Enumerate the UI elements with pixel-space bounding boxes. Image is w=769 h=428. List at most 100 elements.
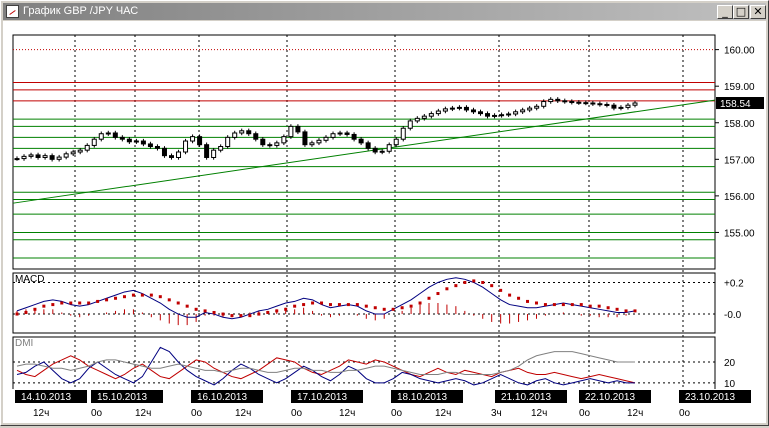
hour-label-10: 12ч — [531, 408, 547, 419]
macd-signal-point-30 — [284, 307, 288, 311]
macd-signal-point-4 — [51, 303, 55, 307]
dmi-tick-label-0: 20 — [724, 358, 736, 369]
candle-body-85 — [611, 104, 617, 109]
candle-body-68 — [492, 114, 498, 117]
candle-body-76 — [548, 98, 554, 103]
chart-app-icon — [6, 5, 19, 18]
hour-label-8: 12ч — [435, 408, 451, 419]
candle-body-78 — [562, 100, 568, 103]
macd-signal-point-51 — [472, 279, 476, 283]
adx-line — [16, 351, 635, 375]
candle-body-38 — [281, 136, 287, 144]
macd-signal-point-47 — [436, 292, 440, 296]
macd-signal-point-55 — [508, 293, 512, 297]
price-tick-label-2: 158.00 — [724, 119, 755, 130]
candle-body-39 — [288, 125, 294, 138]
candle-body-49 — [358, 138, 364, 144]
macd-signal-point-23 — [221, 312, 225, 316]
hour-label-13: 0о — [679, 408, 691, 419]
price-tick-label-0: 160.00 — [724, 46, 755, 57]
candle-body-40 — [295, 125, 301, 133]
candle-body-21 — [161, 147, 167, 157]
close-button[interactable]: ✕ — [750, 5, 766, 19]
candle-body-64 — [463, 106, 469, 111]
hour-label-6: 12ч — [339, 408, 355, 419]
candle-body-77 — [555, 98, 561, 102]
macd-signal-point-48 — [445, 287, 449, 291]
candle-body-5 — [49, 155, 55, 160]
candle-body-10 — [84, 144, 90, 151]
candle-body-75 — [541, 101, 547, 107]
macd-signal-point-8 — [87, 301, 91, 305]
chart-area[interactable]: 160.00 159.00 158.00 157.00 156.00 155.00 158.… — [3, 21, 766, 423]
macd-signal-point-49 — [454, 284, 458, 288]
candle-body-50 — [365, 142, 371, 149]
dmi-panel-title: DMI — [15, 338, 33, 349]
current-price-box — [716, 97, 764, 110]
macd-signal-point-66 — [606, 306, 610, 310]
macd-signal-point-42 — [391, 307, 395, 311]
candle-body-74 — [534, 105, 540, 109]
macd-signal-point-0 — [15, 312, 19, 316]
macd-signal-point-11 — [114, 296, 118, 300]
candle-body-88 — [632, 102, 638, 106]
maximize-button[interactable]: □ — [733, 5, 749, 19]
hour-label-12: 12ч — [627, 408, 643, 419]
candle-body-34 — [253, 133, 259, 140]
macd-signal-point-29 — [275, 309, 279, 313]
macd-signal-point-6 — [69, 301, 73, 305]
macd-tick-label-0: +0.2 — [724, 278, 744, 289]
date-label-5: 21.10.2013 — [501, 392, 551, 403]
candle-body-82 — [590, 102, 596, 105]
candle-body-53 — [386, 144, 392, 152]
minimize-button[interactable]: _ — [717, 5, 733, 19]
candle-body-6 — [56, 156, 62, 160]
candle-body-56 — [407, 120, 413, 129]
macd-signal-point-40 — [373, 306, 377, 310]
macd-panel-title: MACD — [15, 274, 44, 285]
candle-body-14 — [112, 132, 118, 138]
candle-body-84 — [604, 103, 610, 106]
trend-line — [12, 99, 716, 204]
date-label-1: 15.10.2013 — [97, 392, 147, 403]
macd-signal-point-34 — [320, 301, 324, 305]
candle-body-70 — [506, 113, 512, 116]
macd-signal-point-69 — [633, 309, 637, 313]
macd-signal-point-36 — [337, 303, 341, 307]
macd-signal-point-61 — [561, 303, 565, 307]
macd-signal-point-60 — [552, 303, 556, 307]
title-bar[interactable]: График GBP /JPY ЧАС _ □ ✕ — [3, 3, 766, 20]
candle-body-80 — [576, 101, 582, 104]
macd-signal-point-20 — [194, 307, 198, 311]
macd-signal-point-46 — [427, 296, 431, 300]
candle-body-7 — [63, 153, 69, 158]
candle-body-41 — [302, 131, 308, 146]
macd-signal-point-14 — [140, 293, 144, 297]
candle-body-73 — [527, 107, 533, 111]
candle-body-54 — [393, 138, 399, 146]
macd-signal-point-3 — [42, 304, 46, 308]
macd-signal-point-25 — [239, 314, 243, 318]
candle-body-63 — [456, 106, 462, 109]
candle-body-67 — [485, 113, 491, 117]
macd-panel — [12, 272, 716, 334]
candle-body-3 — [35, 154, 41, 158]
candle-body-44 — [323, 136, 329, 141]
candle-body-22 — [169, 155, 174, 158]
macd-signal-point-24 — [230, 314, 234, 318]
chart-canvas[interactable]: 160.00 159.00 158.00 157.00 156.00 155.00 158.… — [3, 21, 766, 423]
candle-body-69 — [499, 114, 505, 117]
candle-body-4 — [42, 155, 48, 158]
candle-body-15 — [119, 136, 125, 140]
candle-body-27 — [204, 144, 210, 158]
candle-body-13 — [105, 132, 111, 135]
macd-signal-point-2 — [33, 307, 37, 311]
candle-body-37 — [274, 142, 280, 146]
candle-body-18 — [140, 140, 146, 145]
candle-body-35 — [260, 138, 266, 146]
macd-tick-label-1: -0.0 — [724, 310, 742, 321]
date-label-box-1 — [91, 390, 163, 403]
candle-body-60 — [435, 110, 441, 115]
candle-body-62 — [449, 107, 455, 110]
